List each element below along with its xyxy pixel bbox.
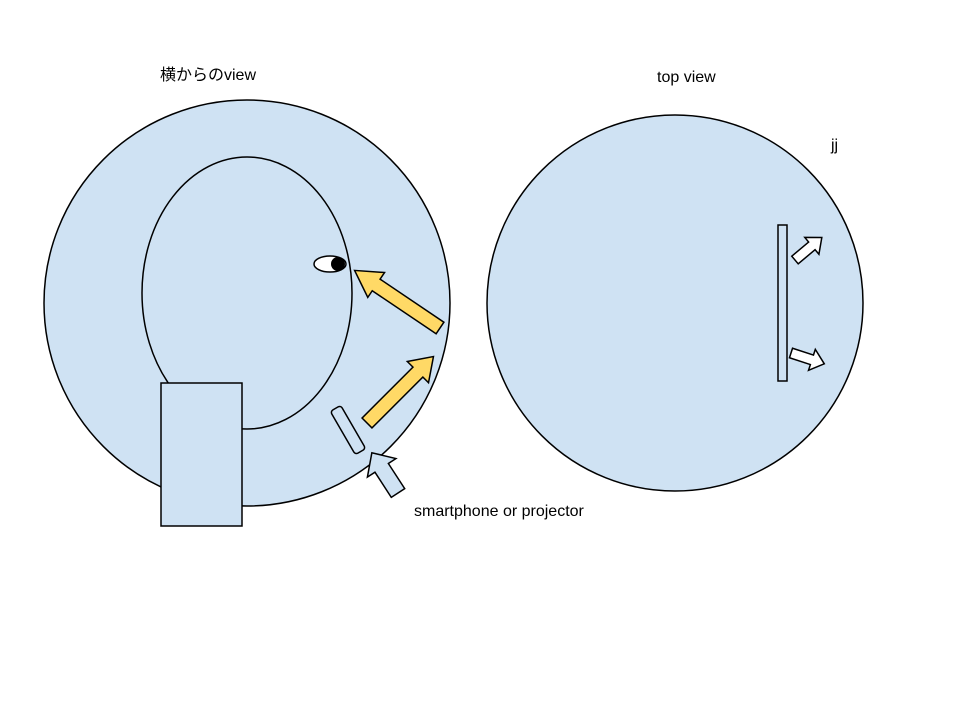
- light-arrow-lower: [360, 355, 435, 430]
- light-arrow-upper: [353, 269, 445, 335]
- side-view-title: 横からのview: [160, 66, 256, 84]
- person-head-outline: [141, 156, 353, 430]
- eye-icon: [313, 255, 347, 273]
- top-view-panel: [777, 224, 788, 382]
- person-body: [160, 382, 243, 527]
- device-label: smartphone or projector: [414, 503, 585, 520]
- device-pointer-arrow: [366, 451, 406, 499]
- top-view-title: top view: [657, 69, 716, 86]
- top-view-sphere: [486, 114, 864, 492]
- top-arrow-upper: [790, 236, 823, 265]
- stray-label: jj: [830, 137, 838, 154]
- device-shape: [330, 405, 366, 455]
- top-arrow-lower: [788, 347, 826, 372]
